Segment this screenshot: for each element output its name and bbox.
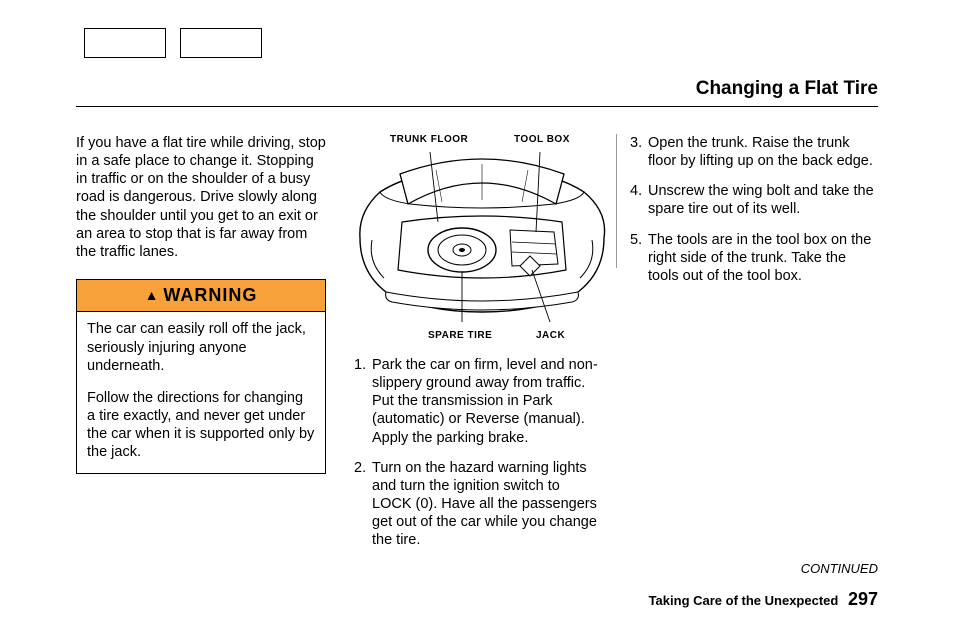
step-num: 1.	[354, 356, 372, 447]
label-spare-tire: SPARE TIRE	[428, 330, 492, 343]
footer-section: Taking Care of the Unexpected	[649, 593, 839, 608]
step-num: 4.	[630, 182, 648, 218]
column-2: TRUNK FLOOR TOOL BOX SPARE TIRE JACK	[354, 134, 602, 561]
column-divider	[616, 134, 617, 268]
step-num: 3.	[630, 134, 648, 170]
trunk-diagram: TRUNK FLOOR TOOL BOX SPARE TIRE JACK	[354, 134, 602, 344]
step-num: 2.	[354, 459, 372, 550]
column-1: If you have a flat tire while driving, s…	[76, 134, 326, 561]
warning-p2: Follow the directions for changing a tir…	[87, 389, 315, 462]
footer-page-number: 297	[848, 589, 878, 609]
intro-paragraph: If you have a flat tire while driving, s…	[76, 134, 326, 261]
label-tool-box: TOOL BOX	[514, 134, 570, 147]
warning-p1: The car can easily roll off the jack, se…	[87, 320, 315, 374]
warning-header: ▲WARNING	[77, 280, 325, 313]
page-title: Changing a Flat Tire	[696, 78, 878, 100]
step-text: Open the trunk. Raise the trunk floor by…	[648, 134, 878, 170]
warning-icon: ▲	[145, 287, 160, 305]
step-num: 5.	[630, 231, 648, 285]
step-text: Park the car on firm, level and non-slip…	[372, 356, 602, 447]
continued-label: CONTINUED	[801, 561, 878, 576]
label-jack: JACK	[536, 330, 565, 343]
step-text: Turn on the hazard warning lights and tu…	[372, 459, 602, 550]
trunk-diagram-svg	[354, 152, 610, 322]
step-text: The tools are in the tool box on the rig…	[648, 231, 878, 285]
step-4: 4. Unscrew the wing bolt and take the sp…	[630, 182, 878, 218]
content-columns: If you have a flat tire while driving, s…	[76, 134, 878, 561]
nav-box-2[interactable]	[180, 28, 262, 58]
column-3: 3. Open the trunk. Raise the trunk floor…	[630, 134, 878, 561]
warning-header-text: WARNING	[163, 285, 257, 305]
page-footer: Taking Care of the Unexpected 297	[649, 589, 878, 610]
step-2: 2. Turn on the hazard warning lights and…	[354, 459, 602, 550]
nav-box-1[interactable]	[84, 28, 166, 58]
step-3: 3. Open the trunk. Raise the trunk floor…	[630, 134, 878, 170]
step-5: 5. The tools are in the tool box on the …	[630, 231, 878, 285]
label-trunk-floor: TRUNK FLOOR	[390, 134, 468, 147]
step-text: Unscrew the wing bolt and take the spare…	[648, 182, 878, 218]
top-nav-boxes	[84, 28, 262, 58]
horizontal-rule	[76, 106, 878, 107]
step-1: 1. Park the car on firm, level and non-s…	[354, 356, 602, 447]
warning-body: The car can easily roll off the jack, se…	[77, 312, 325, 473]
warning-box: ▲WARNING The car can easily roll off the…	[76, 279, 326, 474]
